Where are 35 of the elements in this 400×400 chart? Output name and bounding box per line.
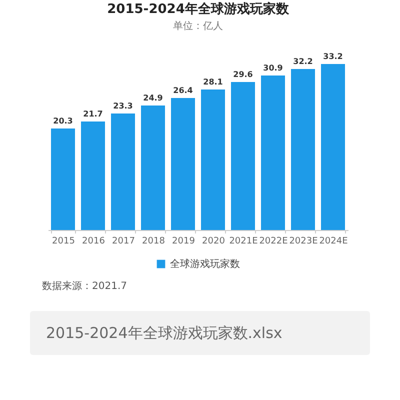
x-tick-label: 2024E (319, 236, 348, 246)
bar (321, 64, 345, 230)
chart-title: 2015-2024年全球游戏玩家数 (107, 1, 290, 17)
data-label: 20.3 (53, 116, 73, 126)
data-label: 29.6 (233, 70, 254, 79)
data-label: 23.3 (113, 102, 133, 110)
bar (81, 122, 105, 230)
data-label: 28.1 (203, 78, 224, 86)
x-tick-label: 2022E (259, 236, 288, 246)
bar (111, 114, 135, 230)
bar (51, 128, 75, 230)
bar (231, 82, 255, 230)
file-card: 2015-2024年全球游戏玩家数.xlsx (30, 311, 370, 355)
data-label: 21.7 (83, 110, 103, 118)
data-label: 24.9 (143, 94, 164, 102)
data-label: 32.2 (293, 57, 313, 66)
bar (141, 106, 165, 230)
x-tick-label: 2018 (142, 236, 166, 246)
bar (171, 98, 195, 230)
x-tick-label: 2021E (229, 236, 258, 246)
legend-label: 全球游戏玩家数 (170, 258, 240, 270)
x-tick-label: 2020 (202, 236, 226, 246)
source-note: 数据来源：2021.7 (42, 280, 128, 293)
data-label: 26.4 (173, 86, 194, 95)
x-tick-label: 2023E (289, 236, 318, 246)
data-label: 33.2 (323, 52, 343, 61)
chart-subtitle: 单位：亿人 (173, 20, 223, 32)
x-tick-label: 2015 (52, 236, 75, 246)
bar (201, 90, 225, 230)
bar (291, 69, 315, 230)
x-tick-label: 2019 (172, 236, 196, 246)
x-tick-label: 2017 (112, 236, 135, 246)
x-tick-label: 2016 (82, 236, 106, 246)
data-label: 30.9 (263, 64, 284, 72)
bar (261, 76, 285, 230)
